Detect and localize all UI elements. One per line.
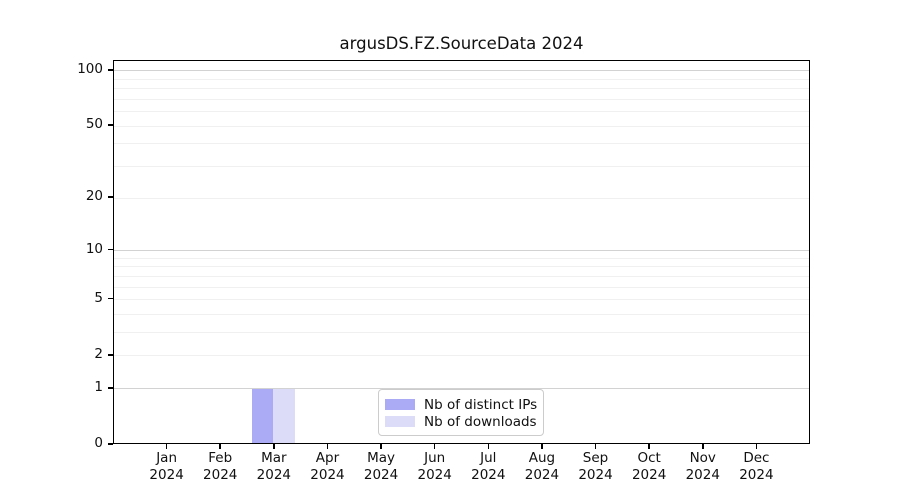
y-tick-mark <box>108 196 113 198</box>
x-tick-mark <box>433 444 436 449</box>
legend-swatch <box>385 416 415 427</box>
y-tick-label: 2 <box>94 345 103 362</box>
x-tick-mark <box>648 444 650 449</box>
plot-area <box>113 60 810 444</box>
major-gridline <box>114 70 809 72</box>
minor-gridline <box>114 266 809 268</box>
x-tick-mark <box>380 444 382 449</box>
minor-gridline <box>114 166 809 168</box>
x-tick-mark <box>165 444 168 449</box>
x-tick-month: Jun <box>424 450 446 466</box>
y-tick-label: 0 <box>94 435 103 451</box>
x-tick-label: Aug 2024 <box>512 450 572 484</box>
legend-item: Nb of downloads <box>385 413 537 430</box>
y-tick-mark <box>108 387 113 389</box>
legend-label: Nb of distinct IPs <box>424 396 538 413</box>
x-tick-label: Sep 2024 <box>566 450 626 484</box>
minor-gridline <box>114 143 809 145</box>
x-tick-month: Jul <box>480 450 497 466</box>
legend: Nb of distinct IPs Nb of downloads <box>378 389 544 436</box>
x-tick-mark <box>326 444 329 449</box>
x-tick-month: Oct <box>637 450 661 466</box>
minor-gridline <box>114 314 809 315</box>
x-tick-year: 2024 <box>578 467 613 483</box>
x-tick-label: Nov 2024 <box>673 450 733 484</box>
x-tick-month: Feb <box>208 450 233 466</box>
y-tick-label: 10 <box>85 240 103 257</box>
x-tick-mark <box>219 444 221 449</box>
minor-gridline <box>114 98 809 100</box>
x-tick-month: Apr <box>315 450 340 466</box>
minor-gridline <box>114 78 809 80</box>
x-tick-year: 2024 <box>310 467 345 483</box>
y-tick-mark <box>108 443 113 445</box>
x-tick-label: Mar 2024 <box>244 450 304 484</box>
x-tick-year: 2024 <box>524 467 560 483</box>
y-tick-label: 50 <box>85 116 103 133</box>
x-tick-label: Jun 2024 <box>405 450 465 484</box>
x-tick-month: May <box>367 450 396 466</box>
x-tick-month: Nov <box>689 450 716 466</box>
legend-item: Nb of distinct IPs <box>385 396 538 413</box>
x-tick-month: Sep <box>582 450 609 466</box>
minor-gridline <box>114 275 809 277</box>
minor-gridline <box>114 197 809 199</box>
y-tick-label: 100 <box>77 60 103 77</box>
x-tick-mark <box>273 444 275 449</box>
y-tick-mark <box>108 297 113 300</box>
x-tick-year: 2024 <box>256 467 292 483</box>
minor-gridline <box>114 88 809 90</box>
x-tick-label: Jul 2024 <box>458 450 518 484</box>
minor-gridline <box>114 332 809 334</box>
bar-distinct-ips <box>251 388 274 444</box>
chart-title: argusDS.FZ.SourceData 2024 <box>339 34 584 53</box>
x-tick-month: Mar <box>261 450 287 466</box>
minor-gridline <box>114 257 809 259</box>
x-tick-year: 2024 <box>631 467 667 483</box>
minor-gridline <box>114 111 809 113</box>
x-tick-label: Apr 2024 <box>297 450 357 484</box>
x-tick-year: 2024 <box>685 467 720 483</box>
x-tick-mark <box>487 444 490 449</box>
x-tick-mark <box>755 444 758 449</box>
x-tick-label: May 2024 <box>351 450 411 484</box>
x-tick-label: Oct 2024 <box>619 450 679 484</box>
minor-gridline <box>114 125 809 127</box>
x-tick-month: Aug <box>528 450 556 466</box>
x-tick-month: Jan <box>156 450 178 466</box>
x-tick-year: 2024 <box>149 467 184 483</box>
x-tick-year: 2024 <box>363 467 399 483</box>
y-tick-label: 1 <box>94 378 103 395</box>
x-tick-label: Dec 2024 <box>726 450 786 484</box>
x-tick-mark <box>702 444 704 449</box>
legend-swatch <box>385 399 415 410</box>
y-tick-mark <box>108 124 113 126</box>
y-tick-mark <box>108 69 113 71</box>
x-tick-mark <box>594 444 597 449</box>
x-tick-year: 2024 <box>417 467 452 483</box>
major-gridline <box>114 388 809 390</box>
x-tick-label: Feb 2024 <box>190 450 250 484</box>
x-tick-month: Dec <box>743 450 770 466</box>
x-tick-label: Jan 2024 <box>137 450 197 484</box>
x-tick-year: 2024 <box>739 467 774 483</box>
x-tick-year: 2024 <box>203 467 238 483</box>
bar-downloads <box>273 388 295 444</box>
x-tick-mark <box>541 444 543 449</box>
major-gridline <box>114 250 809 252</box>
x-tick-year: 2024 <box>471 467 506 483</box>
minor-gridline <box>114 355 809 357</box>
legend-label: Nb of downloads <box>424 413 537 430</box>
minor-gridline <box>114 286 809 288</box>
minor-gridline <box>114 299 809 301</box>
y-tick-mark <box>108 354 113 356</box>
y-tick-label: 5 <box>94 289 103 306</box>
y-tick-label: 20 <box>85 188 103 205</box>
y-tick-mark <box>108 248 113 251</box>
